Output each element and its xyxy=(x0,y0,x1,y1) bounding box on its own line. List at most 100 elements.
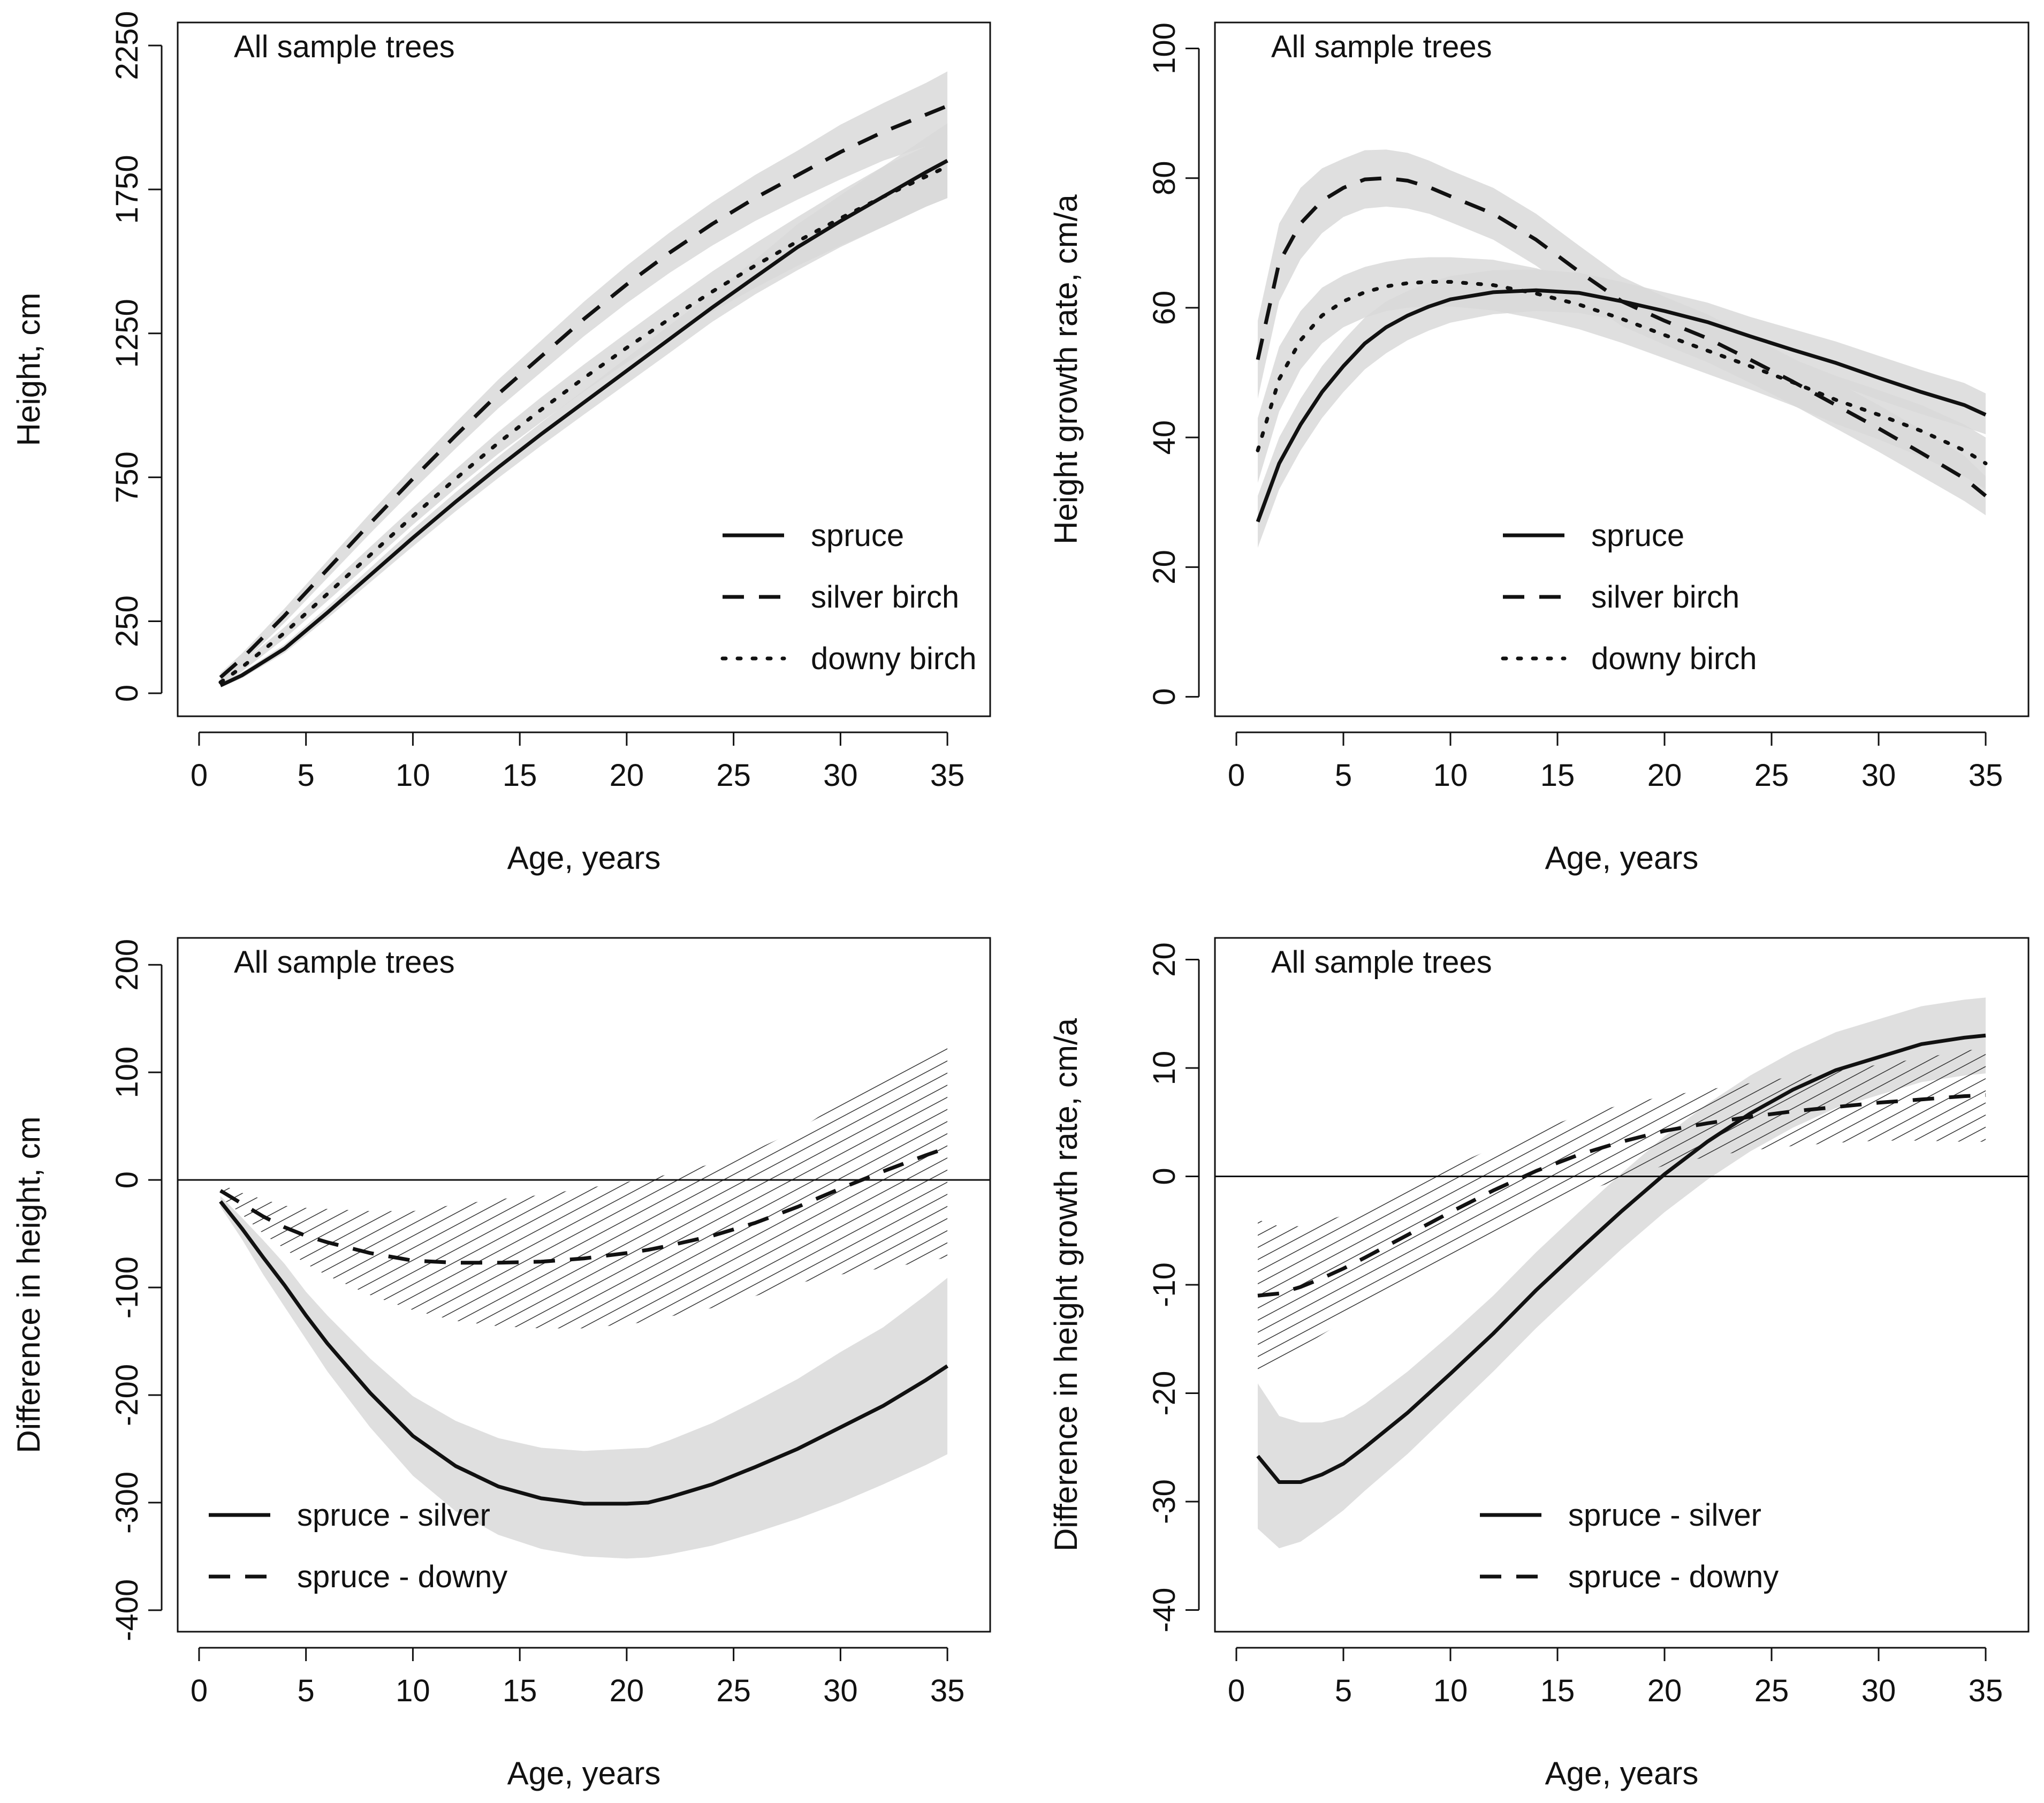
x-tick-label: 15 xyxy=(1540,1673,1575,1708)
series-line-spruce-silver xyxy=(219,1200,949,1506)
y-tick-label: -100 xyxy=(110,1256,145,1319)
y-tick-label: 80 xyxy=(1147,161,1182,195)
plot-area xyxy=(1256,149,1988,548)
x-tick-label: 5 xyxy=(1335,1673,1352,1708)
legend: spruce - silver spruce - downy xyxy=(1480,1498,1779,1594)
y-tick-label: 40 xyxy=(1147,420,1182,455)
legend-label-silver-birch: silver birch xyxy=(1591,580,1739,615)
x-tick-label: 35 xyxy=(1969,1673,2003,1708)
series-line-spruce xyxy=(219,159,948,687)
x-tick-label: 10 xyxy=(396,758,430,793)
y-tick-label: 20 xyxy=(1147,942,1182,977)
x-axis: 0 5 10 15 20 25 30 35 Age, years xyxy=(191,1647,965,1791)
x-axis: 0 5 10 15 20 25 30 35 Age, years xyxy=(191,731,965,876)
y-tick-label: 20 xyxy=(1147,550,1182,585)
x-tick-label: 30 xyxy=(1861,1673,1896,1708)
y-tick-label: 60 xyxy=(1147,291,1182,325)
y-tick-label: -200 xyxy=(110,1364,145,1426)
y-tick-label: -10 xyxy=(1147,1262,1182,1307)
confidence-band-spruce-silver xyxy=(1258,997,1986,1549)
series-line-spruce-downy xyxy=(1257,1093,1986,1298)
y-axis: -40 -30 -20 -10 0 10 20 Difference in height gr… xyxy=(1048,942,1200,1633)
x-tick-label: 5 xyxy=(298,1673,315,1708)
y-axis-title: Height growth rate, cm/a xyxy=(1048,194,1084,544)
panel-label: All sample trees xyxy=(234,945,455,980)
y-tick-label: -20 xyxy=(1147,1371,1182,1416)
legend: spruce silver birch downy birch xyxy=(720,518,976,676)
chart-height-difference: 0 5 10 15 20 25 30 35 Age, years -400 -300 -200 -100… xyxy=(11,937,991,1791)
confidence-band-spruce-downy xyxy=(1258,1048,1986,1372)
y-tick-label: -40 xyxy=(1147,1588,1182,1633)
x-axis-title: Age, years xyxy=(1545,1755,1699,1791)
x-tick-label: 20 xyxy=(610,1673,644,1708)
legend-label-spruce-downy: spruce - downy xyxy=(1568,1559,1779,1594)
series-line-silver-birch xyxy=(1256,176,1987,497)
x-tick-label: 5 xyxy=(298,758,315,793)
confidence-band-spruce xyxy=(1258,269,1986,548)
x-tick-label: 10 xyxy=(1433,758,1468,793)
x-tick-label: 30 xyxy=(1861,758,1896,793)
x-tick-label: 20 xyxy=(610,758,644,793)
confidence-band-downy-birch xyxy=(220,134,948,685)
x-tick-label: 10 xyxy=(396,1673,430,1708)
y-tick-label: 250 xyxy=(110,595,145,647)
chart-growth-rate: 0 5 10 15 20 25 30 35 Age, years 0 20 40 60 80 100 Heig… xyxy=(1048,21,2030,876)
x-tick-label: 35 xyxy=(930,758,965,793)
plot-area xyxy=(178,1037,990,1559)
x-tick-label: 25 xyxy=(716,758,751,793)
legend-label-downy-birch: downy birch xyxy=(1591,641,1757,676)
chart-growth-rate-difference: 0 5 10 15 20 25 30 35 Age, years -40 -30 -20 -10 0 10 2… xyxy=(1048,937,2030,1791)
x-tick-label: 15 xyxy=(503,758,537,793)
y-tick-label: 750 xyxy=(110,451,145,503)
x-tick-label: 15 xyxy=(503,1673,537,1708)
x-tick-label: 25 xyxy=(1754,758,1789,793)
x-tick-label: 0 xyxy=(191,1673,208,1708)
confidence-band-downy-birch xyxy=(1258,257,1986,490)
series-line-downy-birch xyxy=(1256,279,1988,466)
x-axis-title: Age, years xyxy=(507,1755,661,1791)
x-tick-label: 0 xyxy=(191,758,208,793)
panel-label: All sample trees xyxy=(1271,945,1492,980)
y-axis-title: Difference in height growth rate, cm/a xyxy=(1048,1018,1084,1551)
confidence-band-silver-birch xyxy=(220,71,948,682)
x-tick-label: 25 xyxy=(716,1673,751,1708)
y-tick-label: 100 xyxy=(110,1047,145,1099)
plot-frame xyxy=(177,21,991,717)
x-tick-label: 35 xyxy=(1969,758,2003,793)
x-tick-label: 0 xyxy=(1228,758,1245,793)
x-tick-label: 35 xyxy=(930,1673,965,1708)
x-tick-label: 10 xyxy=(1433,1673,1468,1708)
y-axis-title: Height, cm xyxy=(11,293,47,446)
x-tick-label: 30 xyxy=(823,758,858,793)
y-tick-label: -400 xyxy=(110,1579,145,1641)
x-axis: 0 5 10 15 20 25 30 35 Age, years xyxy=(1228,731,2003,876)
plot-frame xyxy=(177,937,991,1633)
plot-frame xyxy=(1214,937,2030,1633)
y-axis: -400 -300 -200 -100 0 100 200 Difference in hei… xyxy=(11,939,163,1641)
legend: spruce - silver spruce - downy xyxy=(209,1498,507,1594)
x-tick-label: 25 xyxy=(1754,1673,1789,1708)
confidence-band-spruce-downy xyxy=(220,1037,948,1329)
confidence-band-spruce-silver xyxy=(220,1196,948,1559)
x-tick-label: 15 xyxy=(1540,758,1575,793)
series-line-silver-birch xyxy=(219,104,948,679)
y-tick-label: 10 xyxy=(1147,1051,1182,1086)
plot-area xyxy=(218,71,949,688)
x-tick-label: 20 xyxy=(1647,1673,1682,1708)
x-axis-title: Age, years xyxy=(507,840,661,876)
y-tick-label: 0 xyxy=(110,685,145,702)
legend-label-spruce-silver: spruce - silver xyxy=(297,1498,490,1533)
y-tick-label: 0 xyxy=(1147,688,1182,706)
x-tick-label: 5 xyxy=(1335,758,1352,793)
legend-label-spruce-silver: spruce - silver xyxy=(1568,1498,1761,1533)
panel-label: All sample trees xyxy=(234,29,455,64)
y-tick-label: 1750 xyxy=(110,155,145,224)
y-axis: 0 20 40 60 80 100 Height growth rate, cm/a xyxy=(1048,22,1200,706)
legend: spruce silver birch downy birch xyxy=(1501,518,1757,676)
chart-height: 0 5 10 15 20 25 30 35 Age, years 0 250 750 1250 1750 2… xyxy=(11,11,991,876)
y-tick-label: 200 xyxy=(110,939,145,991)
legend-label-spruce: spruce xyxy=(1591,518,1684,553)
series-line-spruce xyxy=(1256,288,1987,522)
plot-frame xyxy=(1214,21,2030,717)
y-axis: 0 250 750 1250 1750 2250 Height, cm xyxy=(11,11,163,702)
